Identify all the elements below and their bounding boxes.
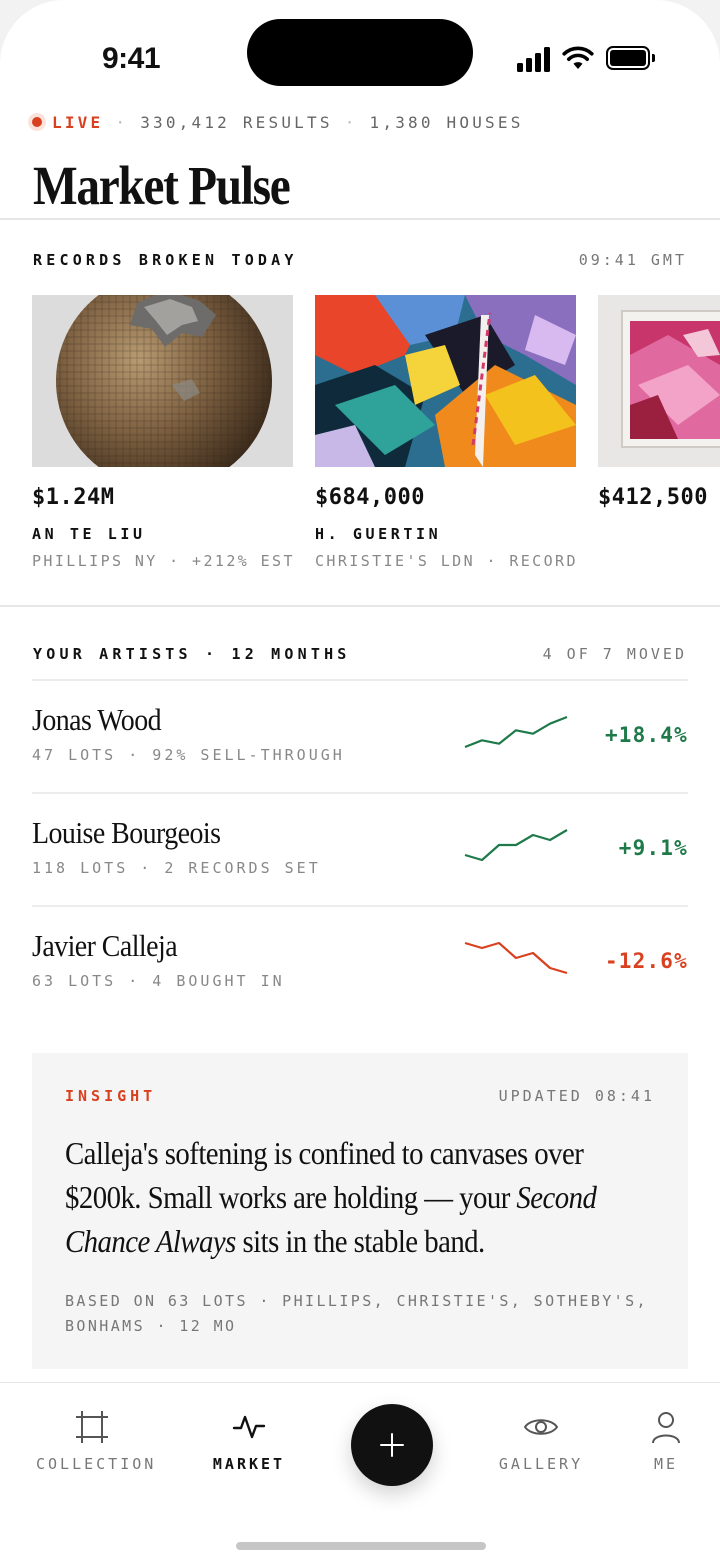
nav-market[interactable]: MARKET [210, 1409, 288, 1473]
record-card[interactable]: $1.24M AN TE LIU PHILLIPS NY · +212% EST [32, 295, 293, 570]
record-meta: PHILLIPS NY · +212% EST [32, 552, 295, 570]
artist-row-jonas-wood[interactable]: Jonas Wood 47 LOTS · 92% SELL-THROUGH +1… [32, 680, 688, 792]
sparkline [464, 715, 568, 749]
records-section-label: RECORDS BROKEN TODAY [33, 251, 298, 269]
status-time: 9:41 [102, 42, 161, 75]
artist-stats: 63 LOTS · 4 BOUGHT IN [32, 972, 285, 990]
artist-name: Louise Bourgeois [32, 815, 221, 850]
record-artist: H. GUERTIN [315, 525, 442, 543]
nav-collection[interactable]: COLLECTION [36, 1409, 153, 1473]
record-meta: CHRISTIE'S LDN · RECORD [315, 552, 578, 570]
artists-moved: 4 OF 7 MOVED [542, 645, 687, 663]
record-card[interactable]: $684,000 H. GUERTIN CHRISTIE'S LDN · REC… [315, 295, 576, 570]
record-card[interactable]: $412,500 [598, 295, 720, 510]
houses-count: 1,380 HOUSES [369, 112, 524, 132]
artist-stats: 118 LOTS · 2 RECORDS SET [32, 859, 321, 877]
record-price: $1.24M [32, 485, 115, 510]
bottom-nav: COLLECTION MARKET GALLERY ME [0, 1382, 720, 1565]
insight-label: INSIGHT [65, 1087, 157, 1105]
status-bar: 9:41 [0, 0, 720, 100]
artwork-title: Second Chance Always [65, 1179, 597, 1259]
artwork-image-framed-painting [598, 295, 720, 467]
wifi-icon [562, 46, 594, 69]
artwork-image-sphere [32, 295, 293, 467]
live-status-row: LIVE · 330,412 RESULTS · 1,380 HOUSES [28, 110, 524, 134]
artist-change: +9.1% [618, 836, 688, 860]
artist-name: Javier Calleja [32, 928, 178, 963]
sparkline-path [464, 829, 568, 862]
sparkline [464, 941, 568, 975]
records-divider [0, 605, 720, 607]
insight-card[interactable]: INSIGHT UPDATED 08:41 Calleja's softenin… [32, 1053, 688, 1369]
live-label: LIVE [52, 112, 104, 132]
insight-text: Calleja's softening is confined to canva… [65, 1135, 597, 1259]
artist-change: +18.4% [604, 723, 688, 747]
artists-section-label: YOUR ARTISTS · 12 MONTHS [33, 645, 351, 663]
insight-updated: UPDATED 08:41 [498, 1087, 655, 1105]
battery-icon [606, 46, 655, 70]
header-divider [0, 218, 720, 220]
eye-icon [523, 1419, 559, 1435]
records-time: 09:41 GMT [578, 251, 687, 269]
cellular-signal-icon [517, 46, 551, 72]
artist-row-javier-calleja[interactable]: Javier Calleja 63 LOTS · 4 BOUGHT IN -12… [32, 906, 688, 1018]
frame-icon [76, 1411, 108, 1443]
live-dot-icon [28, 113, 46, 131]
artist-stats: 47 LOTS · 92% SELL-THROUGH [32, 746, 345, 764]
dynamic-island [247, 19, 473, 86]
sparkline-path [464, 715, 568, 749]
record-price: $684,000 [315, 485, 425, 510]
sparkline-path [464, 941, 568, 975]
results-count: 330,412 RESULTS [140, 112, 333, 132]
add-button[interactable] [351, 1404, 433, 1486]
user-icon [652, 1412, 680, 1444]
sparkline [464, 829, 568, 862]
nav-me[interactable]: ME [646, 1409, 686, 1473]
artist-name: Jonas Wood [32, 702, 162, 737]
record-artist: AN TE LIU [32, 525, 146, 543]
pulse-icon [232, 1415, 266, 1439]
artist-row-louise-bourgeois[interactable]: Louise Bourgeois 118 LOTS · 2 RECORDS SE… [32, 793, 688, 905]
home-indicator [236, 1542, 486, 1550]
artwork-image-abstract [315, 295, 576, 467]
artist-change: -12.6% [604, 949, 688, 973]
record-price: $412,500 [598, 485, 708, 510]
page-title: Market Pulse [33, 155, 291, 216]
insight-basis: BASED ON 63 LOTS · PHILLIPS, CHRISTIE'S,… [65, 1292, 648, 1335]
nav-gallery[interactable]: GALLERY [497, 1409, 585, 1473]
